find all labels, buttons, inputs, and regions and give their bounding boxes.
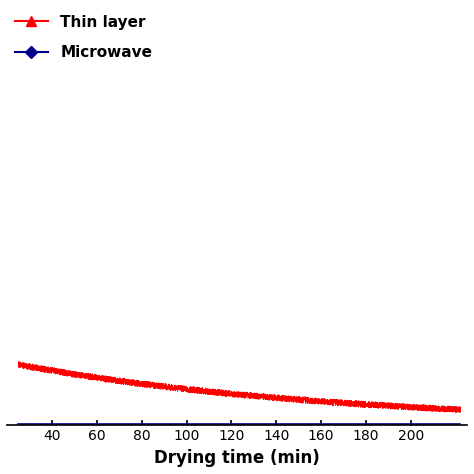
Legend: Thin layer, Microwave: Thin layer, Microwave	[15, 15, 153, 60]
X-axis label: Drying time (min): Drying time (min)	[154, 449, 320, 467]
